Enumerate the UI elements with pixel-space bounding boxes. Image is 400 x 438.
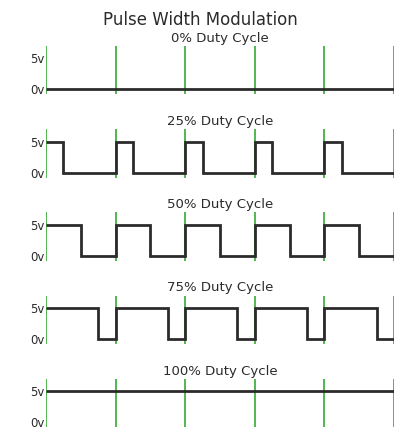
Title: 100% Duty Cycle: 100% Duty Cycle	[163, 364, 277, 378]
Title: 50% Duty Cycle: 50% Duty Cycle	[167, 198, 273, 211]
Title: 25% Duty Cycle: 25% Duty Cycle	[167, 115, 273, 128]
Title: 75% Duty Cycle: 75% Duty Cycle	[167, 281, 273, 294]
Text: Pulse Width Modulation: Pulse Width Modulation	[103, 11, 297, 29]
Title: 0% Duty Cycle: 0% Duty Cycle	[171, 32, 269, 45]
